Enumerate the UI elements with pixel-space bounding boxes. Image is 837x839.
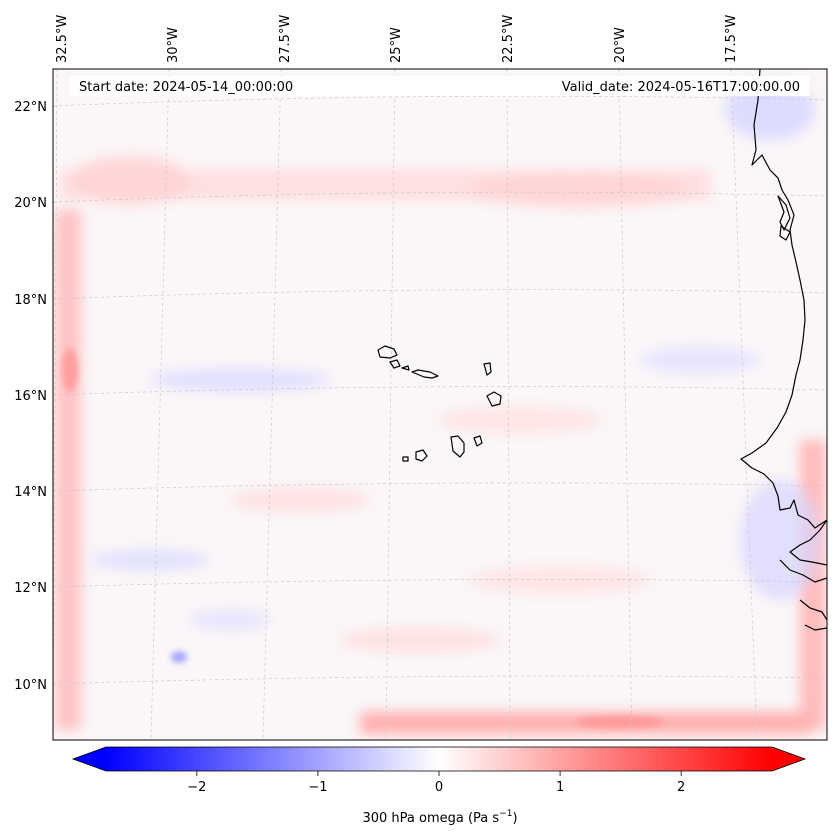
lat-tick-label: 16°N: [14, 389, 47, 404]
start-date-label: Start date: 2024-05-14_00:00:00: [79, 80, 293, 95]
island-santa-luzia: [401, 365, 410, 371]
island-sao-nicolau: [411, 369, 439, 379]
lon-tick-label: 32.5°W: [55, 15, 70, 63]
header-strip: [70, 76, 810, 96]
island-santo-antao: [377, 345, 398, 359]
lat-tick-label: 10°N: [14, 678, 47, 693]
coast-guinea-bissau: [789, 519, 827, 566]
parallel-16N: [53, 386, 827, 396]
colorbar-label-exponent: −1: [499, 809, 512, 819]
colorbar-outline: [71, 746, 807, 772]
colorbar-label-suffix: ): [512, 811, 517, 826]
lat-tick-label: 14°N: [14, 485, 47, 500]
graticule: [53, 69, 827, 740]
lon-tick-label: 20°W: [613, 27, 628, 63]
meridian-25W: [385, 69, 396, 740]
parallel-12N: [53, 579, 827, 588]
downward-spot: [171, 651, 187, 663]
lon-tick-label: 30°W: [166, 27, 181, 63]
upward-band-left: [55, 210, 81, 730]
colorbar-ticks: −2 −1 0 1 2: [187, 771, 685, 795]
colorbar-tick-label: −1: [308, 780, 327, 795]
colorbar-label-prefix: 300 hPa omega (Pa s: [362, 811, 499, 826]
meridian-27.5W: [262, 69, 282, 740]
anomaly-8: [470, 566, 650, 594]
parallel-20N: [53, 191, 827, 203]
colorbar-extend-right: [772, 747, 805, 771]
colorbar-gradient: [106, 747, 772, 771]
colorbar-tick-label: −2: [187, 780, 206, 795]
island-maio: [473, 435, 483, 447]
colorbar-label: 300 hPa omega (Pa s−1): [362, 809, 517, 826]
island-boa-vista: [486, 391, 502, 407]
lon-tick-label: 27.5°W: [278, 15, 293, 63]
coast-inlet-2: [779, 225, 791, 241]
anomaly-5: [640, 346, 760, 374]
island-brava: [402, 456, 409, 462]
colorbar-extend-left: [73, 747, 106, 771]
parallel-10N: [53, 675, 827, 685]
coast-islands-south: [779, 559, 827, 631]
island-sao-vicente: [389, 359, 401, 369]
field-anomalies: [55, 80, 826, 734]
coast-inlet: [777, 195, 791, 231]
colorbar-tick-label: 0: [435, 780, 443, 795]
colorbar-tick-label: 1: [556, 780, 564, 795]
anomaly-12: [190, 610, 270, 630]
lon-tick-label: 17.5°W: [724, 15, 739, 63]
valid-date-label: Valid_date: 2024-05-16T17:00:00.00: [562, 80, 800, 95]
anomaly-10: [740, 480, 820, 600]
side-spot: [62, 348, 78, 392]
parallel-22N: [53, 95, 827, 107]
field-details: [62, 348, 665, 728]
coastlines: [377, 69, 827, 631]
longitude-tick-labels: 32.5°W 30°W 27.5°W 25°W 22.5°W 20°W 17.5…: [55, 15, 739, 63]
island-fogo: [415, 449, 428, 462]
map-frame: [52, 68, 828, 741]
latitude-tick-labels: 22°N 20°N 18°N 16°N 14°N 12°N 10°N: [14, 100, 47, 693]
parallel-14N: [53, 482, 827, 492]
omega-field: [53, 69, 827, 740]
lat-tick-label: 12°N: [14, 581, 47, 596]
meridian-17.5W: [730, 69, 758, 740]
parallel-18N: [53, 289, 827, 300]
meridian-22.5W: [506, 69, 511, 740]
lat-tick-label: 20°N: [14, 196, 47, 211]
anomaly-1: [70, 155, 190, 205]
africa-coastline: [740, 69, 827, 529]
meridian-20W: [618, 69, 633, 740]
colorbar: −2 −1 0 1 2 300 hPa omega (Pa s−1): [71, 746, 807, 826]
anomaly-3: [150, 368, 330, 392]
lat-tick-label: 18°N: [14, 293, 47, 308]
anomaly-4: [440, 406, 600, 434]
island-santiago: [450, 435, 465, 458]
lon-tick-label: 25°W: [389, 27, 404, 63]
colorbar-tick-label: 2: [677, 780, 685, 795]
lat-tick-label: 22°N: [14, 100, 47, 115]
upward-spot: [575, 716, 665, 728]
island-sal: [483, 362, 492, 376]
meridian-32.5W: [53, 69, 58, 740]
lon-tick-label: 22.5°W: [501, 15, 516, 63]
anomaly-7: [90, 550, 210, 570]
anomaly-2: [470, 172, 690, 208]
meridian-30W: [150, 69, 170, 740]
anomaly-11: [340, 628, 500, 652]
anomaly-6: [230, 488, 370, 512]
